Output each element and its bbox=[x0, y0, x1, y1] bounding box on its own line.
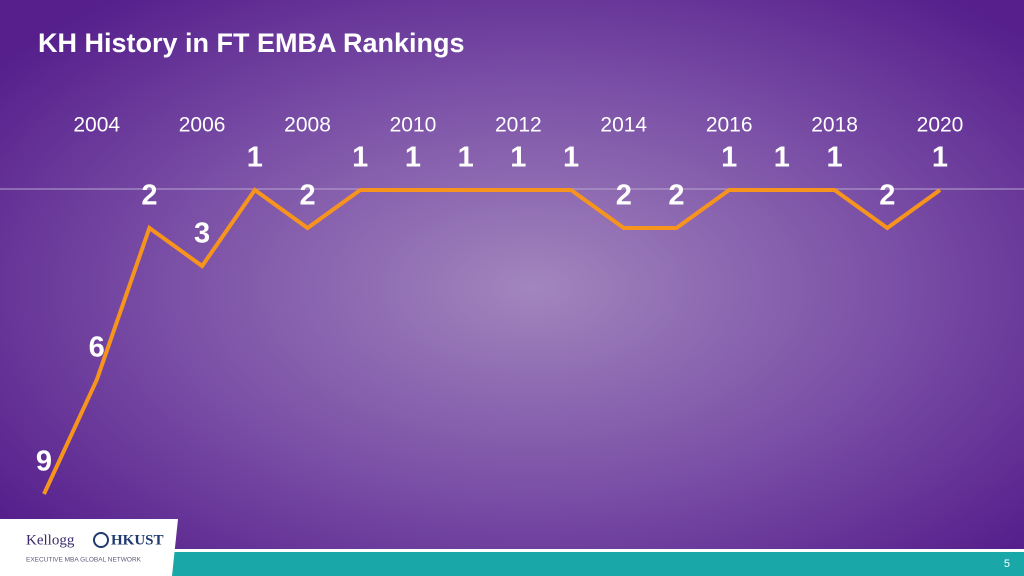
data-label: 1 bbox=[563, 142, 579, 174]
data-label: 1 bbox=[405, 142, 421, 174]
data-label: 2 bbox=[879, 180, 895, 212]
logo-left: Kellogg bbox=[26, 532, 75, 548]
data-label: 1 bbox=[721, 142, 737, 174]
plot: 2004 2006 2008 2010 2012 2014 2016 2018 2020 9 6 2 3… bbox=[0, 114, 1024, 495]
data-label: 2 bbox=[299, 180, 315, 212]
data-label: 1 bbox=[352, 142, 368, 174]
data-label: 1 bbox=[247, 142, 263, 174]
data-label: 1 bbox=[827, 142, 843, 174]
x-tick-label: 2014 bbox=[600, 114, 647, 137]
data-label: 1 bbox=[774, 142, 790, 174]
data-label: 2 bbox=[141, 180, 157, 212]
x-tick-label: 2006 bbox=[179, 114, 226, 137]
x-tick-label: 2020 bbox=[917, 114, 964, 137]
data-label: 1 bbox=[458, 142, 474, 174]
data-label: 2 bbox=[668, 180, 684, 212]
footer-line bbox=[0, 549, 1024, 552]
data-label: 9 bbox=[36, 446, 52, 478]
x-tick-label: 2004 bbox=[73, 114, 120, 137]
x-tick-label: 2016 bbox=[706, 114, 753, 137]
data-label: 2 bbox=[616, 180, 632, 212]
x-tick-label: 2010 bbox=[390, 114, 437, 137]
page-number: 5 bbox=[1004, 558, 1010, 570]
logo-tagline: EXECUTIVE MBA GLOBAL NETWORK bbox=[26, 557, 142, 564]
data-label: 1 bbox=[510, 142, 526, 174]
logo-emblem bbox=[93, 532, 109, 548]
line bbox=[42, 187, 942, 495]
x-tick-label: 2018 bbox=[811, 114, 858, 137]
logo-right: HKUST bbox=[111, 532, 164, 548]
data-label: 6 bbox=[89, 332, 105, 364]
chart-title: KH History in FT EMBA Rankings bbox=[38, 28, 465, 58]
data-label: 1 bbox=[932, 142, 948, 174]
data-label: 3 bbox=[194, 218, 210, 250]
logo-box bbox=[0, 519, 178, 576]
x-tick-label: 2008 bbox=[284, 114, 331, 137]
x-tick-label: 2012 bbox=[495, 114, 542, 137]
